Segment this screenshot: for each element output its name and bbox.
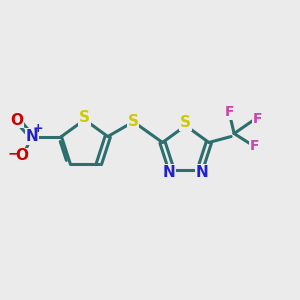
Text: S: S bbox=[79, 110, 90, 125]
Text: F: F bbox=[249, 139, 259, 153]
Text: F: F bbox=[253, 112, 262, 126]
Text: O: O bbox=[10, 113, 23, 128]
Text: S: S bbox=[128, 114, 139, 129]
Text: N: N bbox=[196, 165, 209, 180]
Text: N: N bbox=[163, 165, 175, 180]
Text: +: + bbox=[33, 122, 44, 135]
Text: O: O bbox=[15, 148, 28, 163]
Text: F: F bbox=[225, 105, 234, 119]
Text: S: S bbox=[180, 115, 191, 130]
Text: −: − bbox=[7, 146, 19, 161]
Text: N: N bbox=[25, 129, 38, 144]
